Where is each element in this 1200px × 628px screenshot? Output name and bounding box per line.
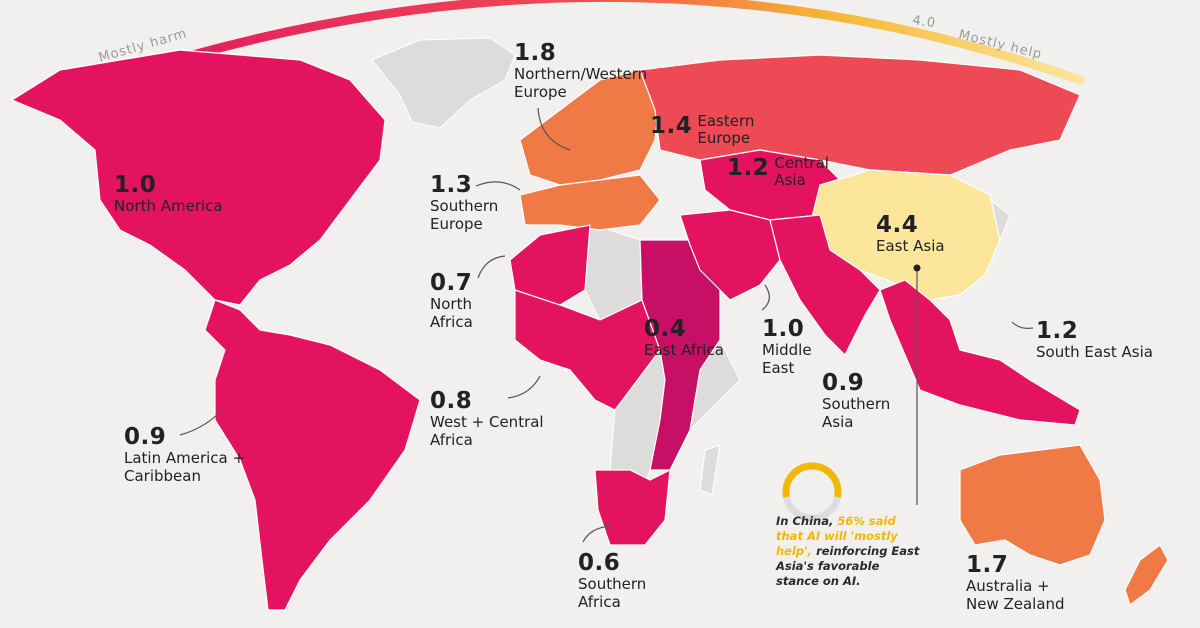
value-north-africa: 0.7 <box>430 270 473 296</box>
name-central-asia: Central Asia <box>774 154 829 190</box>
callout-suffix: reinforcing East Asia's favorable stance… <box>776 543 920 588</box>
arrow-middle-east <box>761 284 770 311</box>
east-asia-pointer-dot <box>913 264 921 272</box>
greenland-shape <box>371 37 516 129</box>
value-middle-east: 1.0 <box>762 316 805 342</box>
label-southern-asia: 0.9 Southern Asia <box>822 370 912 431</box>
label-australia-nz: 1.7 Australia + New Zealand <box>966 552 1086 613</box>
value-east-africa: 0.4 <box>644 316 687 342</box>
arrow-se-asia <box>1011 321 1034 329</box>
name-middle-east: Middle East <box>762 341 812 377</box>
region-shape-northern-western-europe[interactable] <box>519 69 661 186</box>
value-west-central-africa: 0.8 <box>430 388 473 414</box>
label-latin-america: 0.9 Latin America + Caribbean <box>124 424 264 485</box>
name-south-east-asia: South East Asia <box>1036 343 1153 362</box>
value-latin-america: 0.9 <box>124 424 167 450</box>
label-northern-western-europe: 1.8 Northern/Western Europe <box>514 40 664 101</box>
name-southern-europe: Southern Europe <box>430 197 499 233</box>
scale-max-label: 4.0 <box>911 13 937 31</box>
name-east-asia: East Asia <box>876 237 945 256</box>
label-southern-europe: 1.3 Southern Europe <box>430 172 520 233</box>
region-shape-southern-europe[interactable] <box>519 174 661 231</box>
leader-lines <box>179 107 1034 543</box>
value-north-america: 1.0 <box>114 172 157 198</box>
name-west-central-africa: West + Central Africa <box>430 413 544 449</box>
donut-value-arc <box>782 462 842 498</box>
value-australia-nz: 1.7 <box>966 552 1009 578</box>
label-south-east-asia: 1.2 South East Asia <box>1036 318 1186 362</box>
arrow-n-africa <box>477 255 506 279</box>
label-eastern-europe: 1.4 Eastern Europe <box>650 112 770 148</box>
arrow-s-africa <box>582 525 611 543</box>
region-shape-southern-africa[interactable] <box>594 469 671 546</box>
value-southern-asia: 0.9 <box>822 370 865 396</box>
arrow-w-africa <box>507 375 541 399</box>
value-eastern-europe: 1.4 <box>650 113 693 139</box>
region-shape-west-central-africa[interactable] <box>514 289 661 411</box>
region-shape-south-east-asia[interactable] <box>879 279 1081 426</box>
label-east-africa: 0.4 East Africa <box>644 316 724 360</box>
region-shape-southern-asia[interactable] <box>769 214 881 356</box>
callout-prefix: In China, <box>776 514 834 528</box>
arrow-latam <box>179 409 223 436</box>
label-southern-africa: 0.6 Southern Africa <box>578 550 668 611</box>
label-east-asia: 4.4 East Asia <box>876 212 945 256</box>
value-east-asia: 4.4 <box>876 212 919 238</box>
callout-donut <box>782 462 842 522</box>
name-northern-western-europe: Northern/Western Europe <box>514 65 648 101</box>
label-north-africa: 0.7 North Africa <box>430 270 500 331</box>
name-southern-africa: Southern Africa <box>578 575 647 611</box>
label-central-asia: 1.2 Central Asia <box>727 154 829 190</box>
china-callout: In China, 56% said that AI will 'mostly … <box>776 514 926 589</box>
arrow-s-europe <box>475 181 521 191</box>
name-north-africa: North Africa <box>430 295 473 331</box>
label-middle-east: 1.0 Middle East <box>762 316 832 377</box>
value-central-asia: 1.2 <box>727 155 770 181</box>
value-northern-western-europe: 1.8 <box>514 40 557 66</box>
region-shape-north-america[interactable] <box>11 49 386 306</box>
value-southern-africa: 0.6 <box>578 550 621 576</box>
value-south-east-asia: 1.2 <box>1036 318 1079 344</box>
name-southern-asia: Southern Asia <box>822 395 891 431</box>
name-australia-nz: Australia + New Zealand <box>966 577 1065 613</box>
value-southern-europe: 1.3 <box>430 172 473 198</box>
label-west-central-africa: 0.8 West + Central Africa <box>430 388 560 449</box>
name-latin-america: Latin America + Caribbean <box>124 449 246 485</box>
callout-highlight: 56% said that AI will 'mostly help', <box>776 514 898 558</box>
name-east-africa: East Africa <box>644 341 724 360</box>
region-shape-australia-nz[interactable] <box>959 444 1106 566</box>
name-north-america: North America <box>114 197 223 216</box>
region-shape-middle-east[interactable] <box>679 209 781 301</box>
region-shape-latin-america[interactable] <box>204 299 421 611</box>
arrow-nw-europe <box>537 107 571 151</box>
madagascar-shape <box>699 444 721 496</box>
scale-arc <box>75 0 1085 95</box>
region-shape-eastern-europe[interactable] <box>639 54 1081 176</box>
label-north-america: 1.0 North America <box>114 172 223 216</box>
name-eastern-europe: Eastern Europe <box>697 112 755 148</box>
new-zealand-shape <box>1124 544 1169 606</box>
